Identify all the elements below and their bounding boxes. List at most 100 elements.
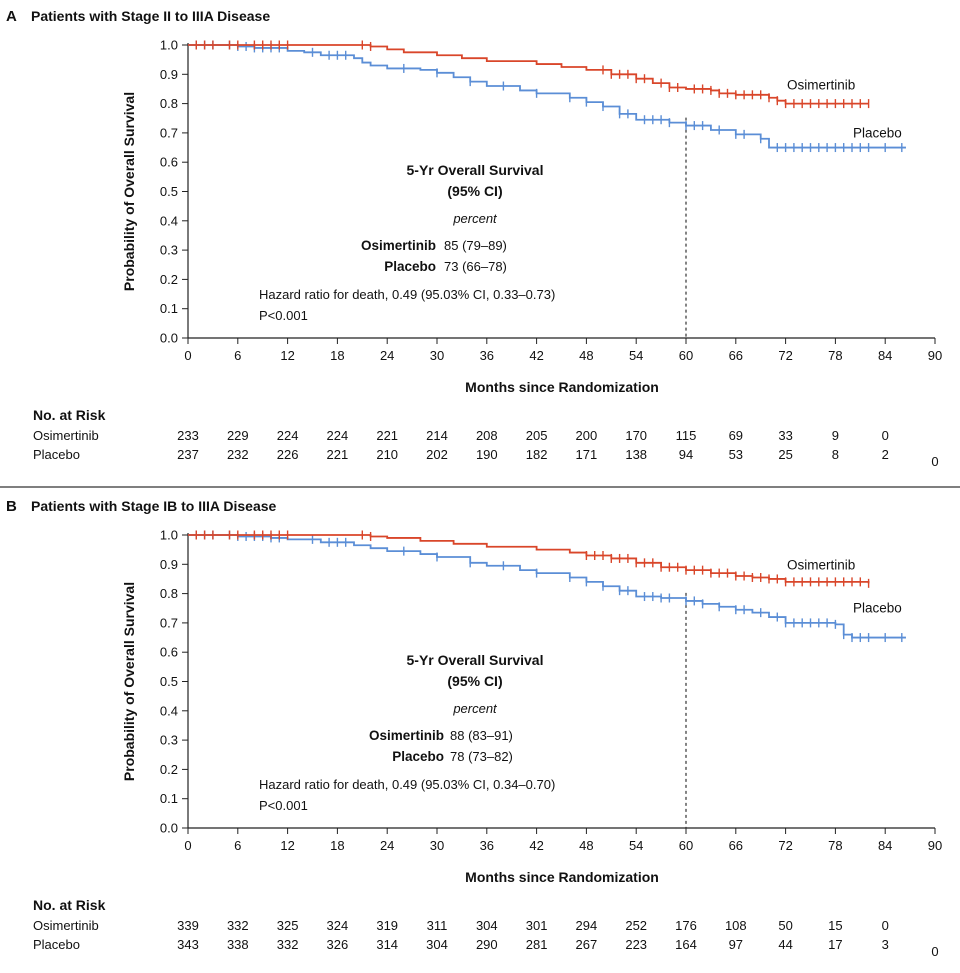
y-tick-label: 0.8 xyxy=(160,96,178,111)
y-tick-label: 0.8 xyxy=(160,586,178,601)
y-tick-label: 0.1 xyxy=(160,791,178,806)
risk-count: 0 xyxy=(931,944,938,959)
risk-count: 8 xyxy=(832,447,839,462)
x-axis-title: Months since Randomization xyxy=(465,379,659,395)
risk-table-header: No. at Risk xyxy=(33,897,106,913)
y-tick-label: 0.1 xyxy=(160,301,178,316)
summary-row-name: Osimertinib xyxy=(369,728,444,743)
y-tick-label: 0.3 xyxy=(160,243,178,258)
y-tick-label: 0.4 xyxy=(160,703,178,718)
summary-title: 5-Yr Overall Survival xyxy=(407,652,544,668)
risk-table-header: No. at Risk xyxy=(33,407,106,423)
risk-count: 17 xyxy=(828,937,842,952)
x-tick-label: 66 xyxy=(729,838,743,853)
risk-count: 332 xyxy=(227,918,249,933)
risk-count: 9 xyxy=(832,428,839,443)
x-tick-label: 18 xyxy=(330,838,344,853)
risk-count: 221 xyxy=(327,447,349,462)
summary-row-name: Osimertinib xyxy=(361,238,436,253)
x-tick-label: 24 xyxy=(380,348,394,363)
risk-count: 33 xyxy=(778,428,792,443)
risk-count: 290 xyxy=(476,937,498,952)
y-tick-label: 0.7 xyxy=(160,615,178,630)
risk-count: 301 xyxy=(526,918,548,933)
y-tick-label: 0.6 xyxy=(160,645,178,660)
y-tick-label: 0.9 xyxy=(160,67,178,82)
y-tick-label: 1.0 xyxy=(160,38,178,53)
x-tick-label: 6 xyxy=(234,348,241,363)
risk-count: 294 xyxy=(576,918,598,933)
risk-count: 210 xyxy=(376,447,398,462)
x-tick-label: 36 xyxy=(480,348,494,363)
risk-count: 25 xyxy=(778,447,792,462)
x-axis-title: Months since Randomization xyxy=(465,869,659,885)
risk-count: 190 xyxy=(476,447,498,462)
x-tick-label: 78 xyxy=(828,838,842,853)
risk-count: 332 xyxy=(277,937,299,952)
y-tick-label: 0.2 xyxy=(160,272,178,287)
risk-count: 224 xyxy=(277,428,299,443)
panel-b: B Patients with Stage IB to IIIA Disease 0… xyxy=(6,498,942,959)
risk-count: 0 xyxy=(931,454,938,469)
x-tick-label: 42 xyxy=(529,838,543,853)
risk-count: 176 xyxy=(675,918,697,933)
x-tick-label: 72 xyxy=(778,348,792,363)
x-tick-label: 6 xyxy=(234,838,241,853)
risk-count: 237 xyxy=(177,447,199,462)
x-tick-label: 12 xyxy=(280,838,294,853)
summary-unit: percent xyxy=(452,211,498,226)
risk-count: 223 xyxy=(625,937,647,952)
risk-row-name: Placebo xyxy=(33,937,80,952)
x-tick-label: 12 xyxy=(280,348,294,363)
summary-row-name: Placebo xyxy=(384,259,436,274)
risk-count: 226 xyxy=(277,447,299,462)
p-value: P<0.001 xyxy=(259,798,308,813)
summary-row-value: 78 (73–82) xyxy=(450,749,513,764)
x-tick-label: 24 xyxy=(380,838,394,853)
summary-row-value: 85 (79–89) xyxy=(444,238,507,253)
x-tick-label: 66 xyxy=(729,348,743,363)
summary-ci-heading: (95% CI) xyxy=(447,673,502,689)
y-tick-label: 0.0 xyxy=(160,331,178,346)
x-tick-label: 84 xyxy=(878,838,892,853)
summary-title: 5-Yr Overall Survival xyxy=(407,162,544,178)
risk-count: 50 xyxy=(778,918,792,933)
y-tick-label: 0.9 xyxy=(160,557,178,572)
x-tick-label: 60 xyxy=(679,838,693,853)
risk-count: 208 xyxy=(476,428,498,443)
x-tick-label: 78 xyxy=(828,348,842,363)
osimertinib-curve-label: Osimertinib xyxy=(787,78,855,93)
risk-count: 205 xyxy=(526,428,548,443)
x-tick-label: 0 xyxy=(184,348,191,363)
risk-count: 214 xyxy=(426,428,448,443)
summary-row-name: Placebo xyxy=(392,749,444,764)
risk-count: 115 xyxy=(676,428,697,443)
x-tick-label: 90 xyxy=(928,348,942,363)
p-value: P<0.001 xyxy=(259,308,308,323)
summary-ci-heading: (95% CI) xyxy=(447,183,502,199)
risk-count: 229 xyxy=(227,428,249,443)
x-tick-label: 18 xyxy=(330,348,344,363)
x-tick-label: 30 xyxy=(430,838,444,853)
risk-count: 108 xyxy=(725,918,747,933)
y-axis-title: Probability of Overall Survival xyxy=(121,582,137,781)
risk-count: 233 xyxy=(177,428,199,443)
summary-unit: percent xyxy=(452,701,498,716)
risk-count: 221 xyxy=(376,428,398,443)
risk-count: 338 xyxy=(227,937,249,952)
risk-count: 325 xyxy=(277,918,299,933)
risk-count: 281 xyxy=(526,937,548,952)
y-tick-label: 0.0 xyxy=(160,821,178,836)
risk-count: 252 xyxy=(625,918,647,933)
osimertinib-curve xyxy=(188,534,870,584)
risk-count: 138 xyxy=(625,447,647,462)
x-tick-label: 30 xyxy=(430,348,444,363)
risk-row-name: Placebo xyxy=(33,447,80,462)
risk-count: 15 xyxy=(828,918,842,933)
risk-count: 343 xyxy=(177,937,199,952)
risk-count: 69 xyxy=(729,428,743,443)
panel-title: Patients with Stage II to IIIA Disease xyxy=(31,8,270,24)
risk-count: 44 xyxy=(778,937,792,952)
placebo-curve-label: Placebo xyxy=(853,601,902,616)
y-tick-label: 0.7 xyxy=(160,125,178,140)
